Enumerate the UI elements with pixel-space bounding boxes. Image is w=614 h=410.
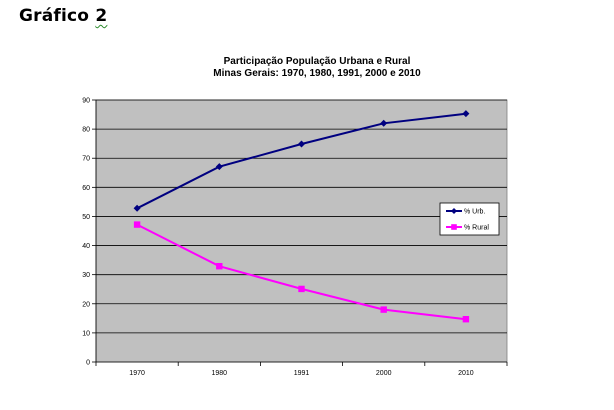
y-tick-label: 50 <box>82 214 90 221</box>
data-point <box>298 285 305 293</box>
legend-label: % Urb. <box>464 209 485 216</box>
legend: % Urb. % Rural <box>439 202 500 236</box>
data-point <box>216 263 223 270</box>
y-tick-label: 0 <box>86 360 90 367</box>
data-point <box>133 221 141 228</box>
legend-label: % Rural <box>464 225 489 232</box>
y-tick-label: 80 <box>82 127 90 134</box>
data-point <box>133 204 141 212</box>
y-axis: 0 10 20 30 40 50 60 70 80 90 <box>82 98 97 367</box>
page-heading: Gráfico 2 <box>19 6 107 26</box>
x-tick-label: 2010 <box>458 370 474 377</box>
heading-word: Gráfico <box>19 6 90 26</box>
y-tick-label: 20 <box>82 301 90 308</box>
gridlines <box>96 99 507 334</box>
y-tick-label: 10 <box>82 330 90 337</box>
y-tick-label: 70 <box>82 156 90 163</box>
data-point <box>298 140 305 148</box>
data-point <box>462 316 470 323</box>
x-axis: 1970 1980 1991 2000 2010 <box>95 361 508 377</box>
y-tick-label: 30 <box>82 272 90 279</box>
x-tick-label: 1970 <box>129 370 145 377</box>
x-tick-label: 2000 <box>376 370 392 377</box>
y-tick-label: 90 <box>82 98 90 105</box>
legend-marker <box>451 208 457 214</box>
heading-number: 2 <box>95 6 108 26</box>
legend-box <box>439 202 500 236</box>
data-point <box>380 306 387 313</box>
series-group <box>133 110 470 323</box>
chart-subtitle: Minas Gerais: 1970, 1980, 1991, 2000 e 2… <box>213 68 421 79</box>
y-tick-label: 40 <box>82 243 90 250</box>
data-point <box>462 110 470 118</box>
x-tick-label: 1991 <box>294 370 310 377</box>
chart-title: Participação População Urbana e Rural <box>223 56 411 67</box>
data-point <box>215 163 223 171</box>
legend-marker <box>451 224 457 230</box>
data-point <box>380 119 388 127</box>
y-tick-label: 60 <box>82 185 90 192</box>
x-tick-label: 1980 <box>212 370 228 377</box>
